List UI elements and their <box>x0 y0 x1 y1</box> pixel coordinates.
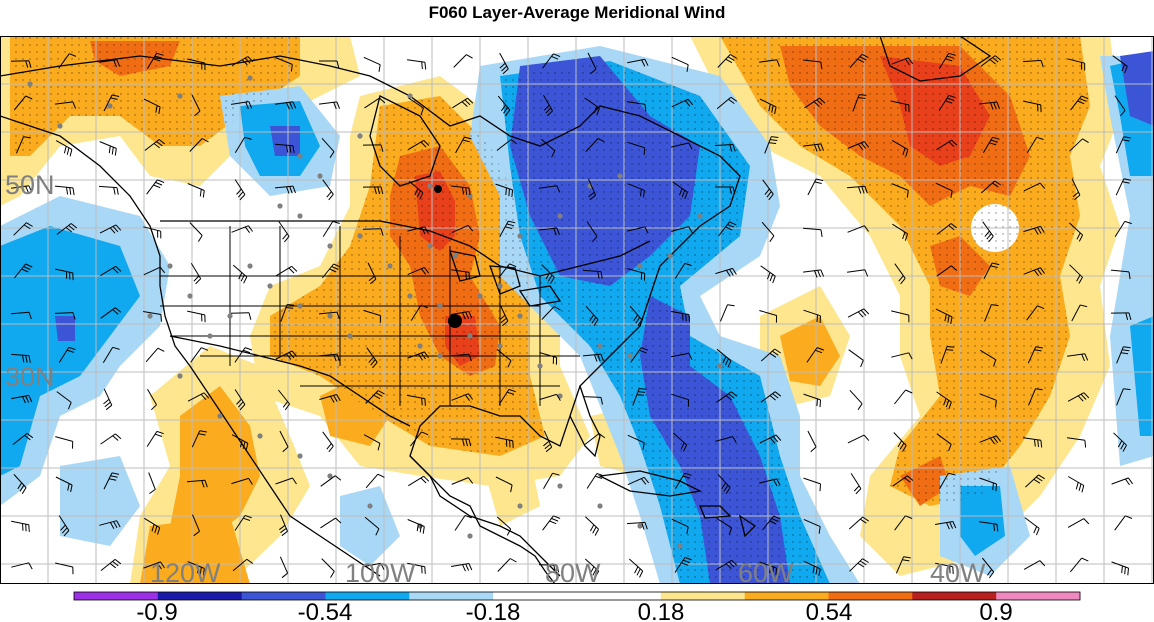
colorbar-bin <box>157 592 243 600</box>
neg-region-west-max <box>55 126 300 341</box>
colorbar-bin <box>493 592 578 600</box>
greenland <box>879 36 992 82</box>
colorbar-bin <box>325 592 410 600</box>
pos-region-caribbean <box>480 286 850 526</box>
colorbar-bin <box>744 592 829 600</box>
us-mexico-border <box>169 335 411 427</box>
wind-barbs <box>10 52 1134 579</box>
lon-label-80w: 80W <box>545 558 601 584</box>
graticule-lines <box>0 36 1154 584</box>
central-america <box>409 455 556 584</box>
colorbar-bin <box>577 592 662 600</box>
colorbar-label: 0.18 <box>638 599 685 622</box>
lon-label-120w: 120W <box>150 558 221 584</box>
lat-label-30n: 30N <box>5 362 55 392</box>
hudson-bay <box>369 95 441 187</box>
lon-label-40w: 40W <box>930 558 986 584</box>
pos-region-mexico-core <box>140 386 260 584</box>
cuba-caribbean <box>597 470 757 538</box>
colorbar-bins <box>74 592 1081 600</box>
feature-marker-large <box>448 314 462 328</box>
colorbar-label: 0.9 <box>979 599 1012 622</box>
meridional-wind-map: 50N 30N 120W 100W 80W 60W 40W <box>0 36 1154 584</box>
florida <box>569 385 601 458</box>
colorbar-label: -0.9 <box>136 599 177 622</box>
colorbar-bin <box>241 592 326 600</box>
colorbar-bin <box>828 592 913 600</box>
colorbar: -0.9 -0.54 -0.18 0.18 0.54 0.9 <box>73 591 1081 622</box>
state-lines <box>160 226 580 406</box>
colorbar-outline <box>73 591 1081 601</box>
lat-label-50n: 50N <box>5 170 55 200</box>
colorbar-bin <box>74 592 159 600</box>
neg-region-pacific-max <box>1120 51 1154 126</box>
west-coast <box>0 115 381 577</box>
colorbar-bin <box>409 592 494 600</box>
colorbar-bin <box>912 592 997 600</box>
pos-region-subtropic <box>320 316 840 446</box>
colorbar-label: -0.18 <box>466 599 521 622</box>
neg-region-west <box>0 86 340 506</box>
colorbar-label: -0.54 <box>298 599 353 622</box>
colorbar-bin <box>660 592 746 600</box>
feature-marker-small <box>434 185 442 193</box>
map-title: F060 Layer-Average Meridional Wind <box>428 3 726 22</box>
us-canada-border <box>160 220 651 277</box>
colorbar-bin <box>996 592 1081 600</box>
lon-label-60w: 60W <box>738 558 794 584</box>
colorbar-label: 0.54 <box>806 599 853 622</box>
station-markers <box>27 75 723 549</box>
lon-label-100w: 100W <box>345 558 416 584</box>
